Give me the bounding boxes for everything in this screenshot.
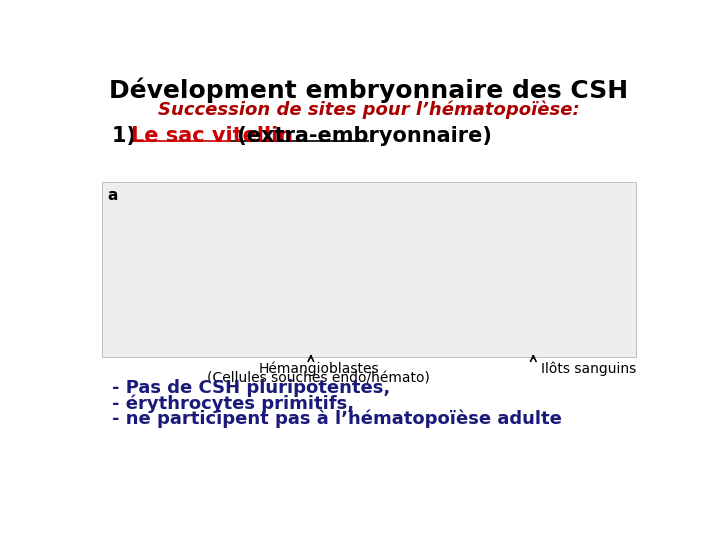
Text: Ilôts sanguins: Ilôts sanguins [541,361,636,376]
Text: - Pas de CSH pluripotentes,: - Pas de CSH pluripotentes, [112,379,390,397]
Text: 1): 1) [112,126,143,146]
Text: - ne participent pas à l’hématopoïèse adulte: - ne participent pas à l’hématopoïèse ad… [112,410,562,428]
Text: (Cellules souches endo/hémato): (Cellules souches endo/hémato) [207,372,430,385]
Text: Dévelopment embryonnaire des CSH: Dévelopment embryonnaire des CSH [109,77,629,103]
Text: (extra-embryonnaire): (extra-embryonnaire) [230,126,492,146]
Text: Le sac vitellin: Le sac vitellin [132,126,294,146]
Text: Hémangioblastes: Hémangioblastes [258,361,379,376]
Text: a: a [108,188,118,203]
FancyBboxPatch shape [102,182,636,357]
Text: Succession de sites pour l’hématopoïèse:: Succession de sites pour l’hématopoïèse: [158,100,580,119]
Text: - érythrocytes primitifs,: - érythrocytes primitifs, [112,394,354,413]
